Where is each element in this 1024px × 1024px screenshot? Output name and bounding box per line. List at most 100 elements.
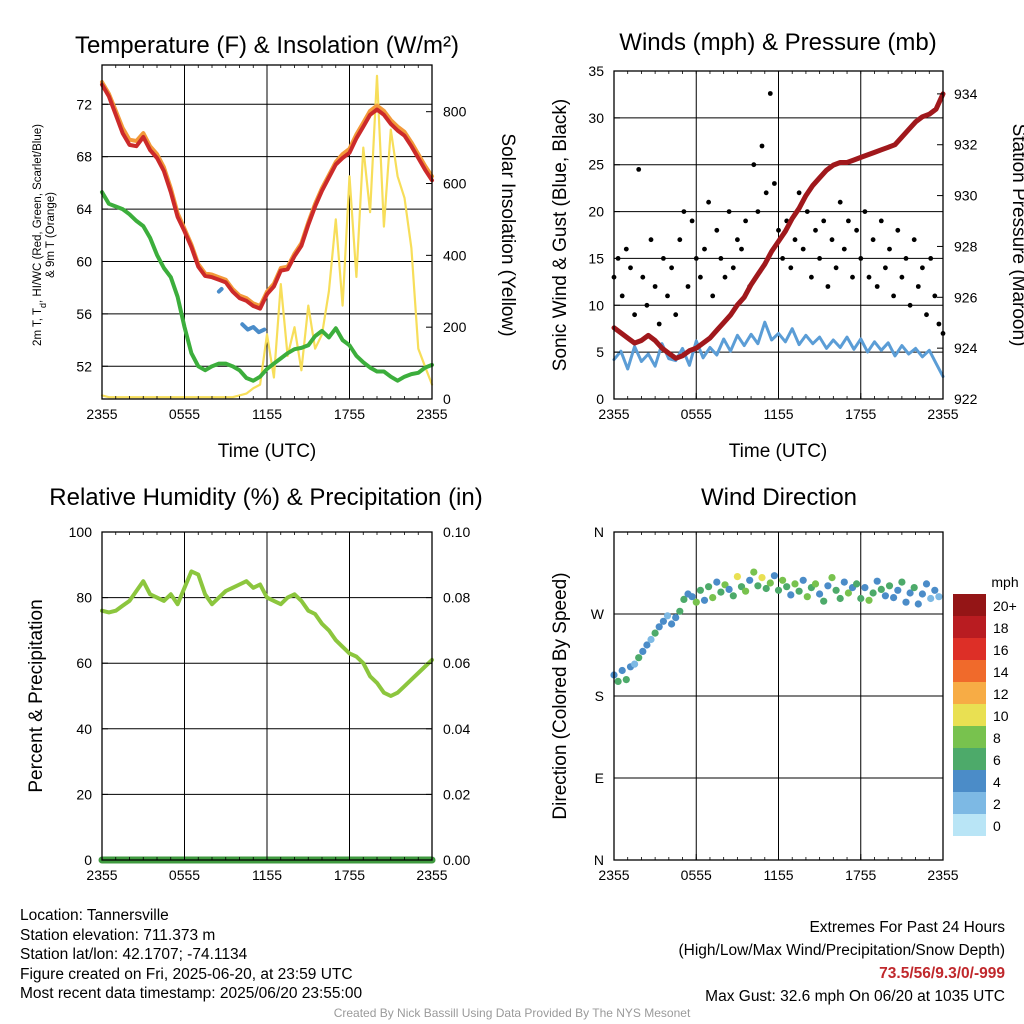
temperature-axes: 2355 0555 1155 1755 2355 52 56 60 64 68 72 0 200 400 6… [76, 64, 467, 422]
direction-point [898, 578, 906, 586]
direction-point [647, 635, 655, 644]
extremes-legend: (High/Low/Max Wind/Precipitation/Snow De… [678, 942, 1006, 959]
direction-point [935, 593, 943, 601]
x-tick-label: 0555 [169, 867, 200, 883]
gust-point [899, 274, 905, 280]
gust-point [772, 181, 777, 186]
direction-point [832, 586, 840, 594]
wind-direction-y-axis-label: Direction (Colored By Speed) [550, 572, 571, 819]
direction-point [816, 590, 824, 598]
y-tick-label: 40 [76, 721, 92, 737]
gust-point [936, 321, 942, 327]
station-info: Location: Tannersville Station elevation… [20, 906, 362, 1004]
gust-point [685, 284, 691, 289]
gust-point [640, 274, 646, 280]
gust-point [751, 162, 757, 168]
direction-point [931, 586, 939, 594]
y2-tick-label: 200 [443, 319, 467, 335]
direction-point [844, 589, 853, 597]
gust-point [755, 209, 761, 215]
y-tick-label: 35 [588, 63, 604, 79]
temperature-x-axis-label: Time (UTC) [218, 441, 317, 462]
gust-point [767, 91, 773, 96]
y2-tick-label: 934 [954, 86, 978, 102]
gust-point [854, 227, 859, 233]
gust-point [915, 284, 921, 289]
direction-point [828, 574, 836, 582]
direction-point [614, 677, 622, 686]
gust-point [656, 321, 662, 327]
y2-tick-label: 928 [954, 238, 978, 254]
legend-swatch [953, 594, 986, 616]
gust-point [891, 293, 896, 299]
direction-point [927, 594, 935, 603]
direction-point [672, 614, 680, 622]
y-tick-label: 10 [588, 297, 604, 313]
y2-tick-label: 924 [954, 340, 978, 356]
direction-point [680, 595, 688, 604]
wind-chill-line [216, 287, 224, 294]
gust-point [689, 218, 695, 224]
gust-point [710, 293, 716, 299]
station-elevation: Station elevation: 711.373 m [20, 926, 216, 944]
direction-point [853, 580, 861, 588]
wind-direction-points [610, 568, 943, 686]
legend-label: 6 [993, 752, 1001, 768]
legend-swatch [953, 792, 986, 814]
gust-point [628, 265, 633, 271]
gust-point [804, 209, 810, 215]
gust-point [870, 237, 876, 243]
y2-tick-label: 800 [443, 104, 467, 120]
wind-panel-title: Winds (mph) & Pressure (mb) [619, 29, 936, 56]
direction-point [754, 582, 762, 590]
direction-point [918, 590, 927, 598]
gust-point [739, 246, 744, 252]
y2-tick-label: 0.00 [443, 852, 470, 868]
gust-point [730, 265, 736, 271]
direction-point [746, 576, 754, 584]
gust-point [693, 256, 699, 261]
gust-point [907, 302, 913, 308]
wind-direction-panel-title: Wind Direction [701, 484, 857, 511]
direction-point [824, 582, 832, 590]
legend-swatch [953, 748, 986, 770]
direction-point [836, 594, 844, 603]
insolation-y-axis-label: Solar Insolation (Yellow) [497, 133, 518, 336]
gust-point [661, 256, 666, 261]
gust-point [825, 284, 831, 289]
y-tick-label: 56 [76, 306, 92, 322]
temperature-2m-line [100, 82, 434, 311]
gust-point [792, 237, 798, 243]
gust-point [800, 246, 806, 252]
gust-point [706, 199, 711, 205]
direction-point [622, 676, 630, 684]
direction-point [639, 647, 647, 656]
direction-point [857, 594, 865, 603]
legend-swatch [953, 726, 986, 748]
svg-text:& 9m T (Orange): & 9m T (Orange) [45, 192, 57, 278]
gust-point [878, 218, 884, 224]
gust-point [677, 237, 683, 243]
gust-point [862, 209, 868, 215]
temperature-series [100, 74, 434, 399]
direction-point [869, 589, 877, 597]
recent-timestamp: Most recent data timestamp: 2025/06/20 2… [20, 985, 363, 1003]
gust-point [887, 246, 892, 252]
direction-point [709, 594, 717, 602]
wind-chill-line [240, 322, 267, 335]
legend-label: 14 [993, 664, 1009, 680]
direction-point [692, 598, 700, 606]
x-tick-label: 0555 [169, 406, 200, 422]
y2-tick-label: 0.10 [443, 524, 470, 540]
x-tick-label: 1755 [334, 867, 365, 883]
x-tick-label: 2355 [416, 406, 447, 422]
wind-axes: 2355 0555 1155 1755 235505101520253035922924… [588, 63, 977, 422]
direction-point [877, 585, 885, 594]
y-tick-label: 60 [76, 253, 92, 269]
gust-point [809, 274, 814, 280]
credit-line: Created By Nick Bassill Using Data Provi… [333, 1006, 691, 1020]
direction-point [766, 579, 774, 587]
legend-label: 20+ [993, 598, 1017, 614]
legend-label: 0 [993, 818, 1001, 834]
